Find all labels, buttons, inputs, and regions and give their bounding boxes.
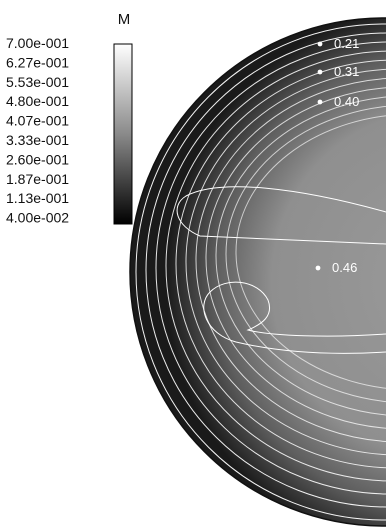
probe-value-label: 0.31 — [334, 64, 359, 79]
colorbar-tick-label: 1.87e-001 — [6, 171, 69, 187]
probe-dot — [315, 265, 321, 271]
colorbar-tick-label: 4.00e-002 — [6, 210, 69, 226]
contour-line — [165, 50, 386, 482]
contour-line — [225, 104, 386, 404]
contour-line — [155, 41, 386, 495]
probe-value-label: 0.40 — [334, 94, 359, 109]
contour-line — [195, 77, 386, 443]
probe-value-label: 0.46 — [332, 260, 357, 275]
colorbar-legend: M 7.00e-001 6.27e-001 5.53e-001 4.80e-001 4.… — [6, 11, 133, 226]
colorbar-tick-labels: 7.00e-001 6.27e-001 5.53e-001 4.80e-001 4.07… — [6, 35, 69, 226]
contour-line — [215, 95, 386, 417]
colorbar-tick-label: 7.00e-001 — [6, 35, 69, 51]
probe-dot — [317, 69, 323, 75]
contour-line — [175, 59, 386, 469]
colorbar-tick-label: 5.53e-001 — [6, 74, 69, 90]
contour-line — [135, 23, 386, 521]
contour-island — [176, 186, 386, 245]
colorbar-tick-label: 3.33e-001 — [6, 132, 69, 148]
colorbar-gradient — [113, 43, 133, 225]
contour-lines — [135, 23, 386, 521]
contour-line — [145, 32, 386, 508]
probe-dot — [317, 99, 323, 105]
probe-markers: 0.21 0.31 0.40 0.46 — [315, 36, 359, 275]
colorbar-tick-label: 2.60e-001 — [6, 151, 69, 167]
probe-value-label: 0.21 — [334, 36, 359, 51]
colorbar-tick-label: 1.13e-001 — [6, 190, 69, 206]
legend-title: M — [118, 11, 131, 28]
colorbar-tick-label: 4.80e-001 — [6, 93, 69, 109]
colorbar-tick-label: 6.27e-001 — [6, 54, 69, 70]
contour-line — [185, 68, 386, 456]
probe-dot — [317, 41, 323, 47]
contour-line — [235, 113, 386, 391]
contour-disk — [129, 17, 386, 527]
contour-loop — [203, 281, 386, 354]
contour-line — [205, 86, 386, 430]
colorbar-tick-label: 4.07e-001 — [6, 113, 69, 129]
